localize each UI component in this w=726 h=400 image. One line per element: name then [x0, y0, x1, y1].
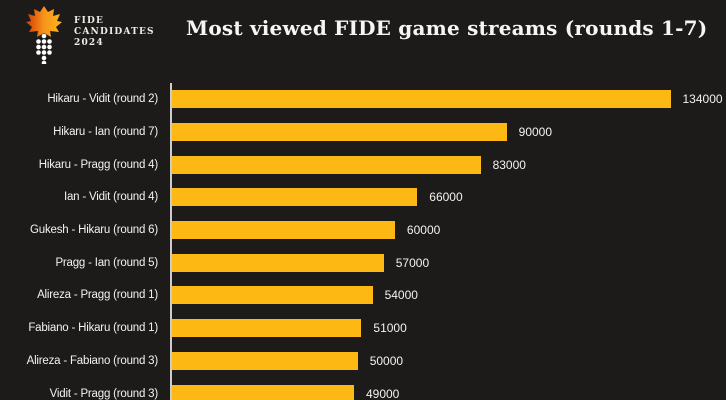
bar	[171, 155, 481, 174]
category-label: Hikaru - Vidit (round 2)	[47, 93, 158, 106]
bar	[171, 221, 395, 240]
bar	[171, 319, 362, 338]
category-label: Ian - Vidit (round 4)	[63, 191, 158, 204]
bar	[171, 351, 358, 370]
value-label: 50000	[369, 353, 404, 368]
logo-line-candidates: CANDIDATES	[74, 27, 155, 37]
value-label: 66000	[429, 190, 463, 205]
category-label: Alireza - Pragg (round 1)	[37, 289, 158, 302]
category-label: Pragg - Ian (round 5)	[55, 256, 158, 269]
logo-wordmark: FIDE CANDIDATES 2024	[74, 16, 155, 49]
bar	[171, 90, 671, 109]
value-label: 83000	[492, 157, 526, 172]
bar	[171, 253, 384, 272]
logo-line-fide: FIDE	[74, 16, 105, 26]
chart-row: Hikaru - Pragg (round 4) 83000	[0, 148, 726, 181]
chart-row: Vidit - Pragg (round 3) 49000	[0, 377, 726, 400]
value-label: 57000	[395, 255, 430, 270]
logo-line-year: 2024	[74, 38, 104, 48]
value-label: 90000	[518, 125, 553, 140]
chart-row: Ian - Vidit (round 4) 66000	[0, 181, 726, 214]
maple-leaf-chess-icon	[26, 6, 62, 64]
chart-row: Alireza - Fabiano (round 3) 50000	[0, 345, 726, 378]
bar	[171, 123, 507, 142]
chart-row: Hikaru - Vidit (round 2) 134000	[0, 83, 726, 116]
y-axis-line	[170, 83, 172, 400]
bar	[171, 384, 354, 400]
page-title: Most viewed FIDE game streams (rounds 1-…	[186, 16, 708, 40]
bar-chart: Hikaru - Vidit (round 2) 134000 Hikaru - I…	[0, 83, 726, 400]
value-label: 51000	[373, 321, 407, 336]
category-label: Hikaru - Pragg (round 4)	[38, 158, 158, 171]
value-label: 134000	[682, 92, 723, 107]
category-label: Alireza - Fabiano (round 3)	[26, 354, 159, 367]
value-label: 49000	[365, 386, 400, 400]
value-label: 54000	[384, 288, 418, 303]
chart-row: Pragg - Ian (round 5) 57000	[0, 246, 726, 279]
category-label: Fabiano - Hikaru (round 1)	[28, 322, 158, 335]
bar	[171, 188, 418, 207]
chart-row: Alireza - Pragg (round 1) 54000	[0, 279, 726, 312]
bar	[171, 286, 373, 305]
chart-row: Gukesh - Hikaru (round 6) 60000	[0, 214, 726, 247]
chart-rows: Hikaru - Vidit (round 2) 134000 Hikaru - I…	[0, 83, 726, 400]
category-label: Gukesh - Hikaru (round 6)	[30, 224, 158, 237]
category-label: Vidit - Pragg (round 3)	[49, 387, 159, 400]
chart-row: Fabiano - Hikaru (round 1) 51000	[0, 312, 726, 345]
fide-candidates-logo: FIDE CANDIDATES 2024	[24, 6, 155, 64]
chart-row: Hikaru - Ian (round 7) 90000	[0, 116, 726, 149]
category-label: Hikaru - Ian (round 7)	[53, 126, 158, 139]
value-label: 60000	[406, 223, 441, 238]
